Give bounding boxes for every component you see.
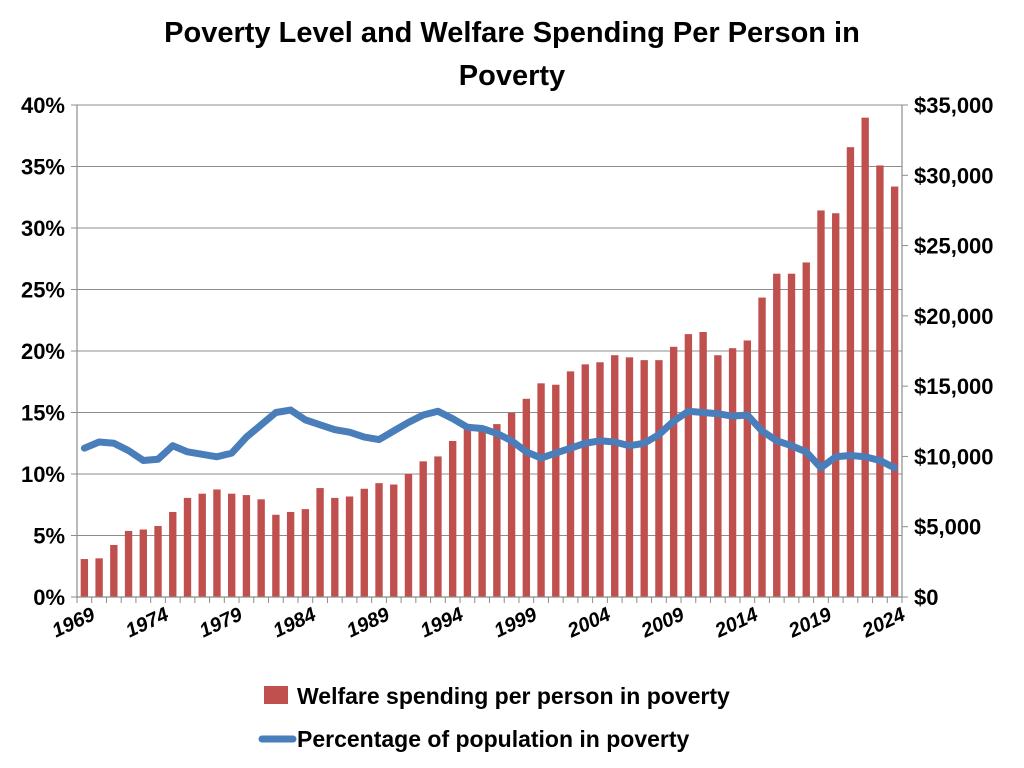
x-tick-label: 1989 [343, 603, 393, 642]
y-left-tick-label: 25% [21, 278, 65, 303]
bar-1974 [154, 526, 162, 597]
bar-2021 [846, 147, 855, 598]
x-tick-label: 2004 [564, 604, 615, 643]
bar-1996 [478, 428, 486, 597]
y-left-tick-label: 30% [21, 216, 65, 241]
bar-1988 [360, 488, 368, 597]
bar-1972 [124, 530, 133, 597]
y-axis-right-labels: $0 $5,000 $10,000 $15,000 $20,000 $25,000 $30,… [914, 93, 994, 610]
x-tick-label: 2009 [637, 603, 688, 643]
bar-1992 [419, 461, 427, 597]
y-right-tick-label: $15,000 [914, 374, 994, 399]
bar-2022 [861, 117, 869, 598]
x-axis-labels: 1969 1974 1979 1984 1989 1994 1999 2004 2009 2014… [49, 603, 909, 643]
bar-2006 [625, 357, 634, 597]
poverty-line [80, 406, 899, 472]
bar-2020 [832, 213, 840, 598]
y-right-tick-label: $30,000 [914, 163, 994, 188]
bar-1980 [242, 495, 251, 597]
x-tick-label: 1999 [491, 603, 541, 642]
x-tick-label: 2014 [711, 604, 762, 643]
legend: Welfare spending per person in poverty P… [258, 683, 730, 752]
bar-1986 [331, 497, 339, 597]
bar-2023 [876, 165, 884, 597]
y-left-tick-label: 40% [21, 93, 65, 118]
bar-1970 [95, 558, 103, 597]
bar-2016 [773, 273, 781, 597]
bar-1978 [213, 489, 221, 597]
bar-2007 [640, 360, 648, 597]
bar-2010 [684, 334, 693, 597]
bar-2011 [699, 332, 707, 597]
bar-1991 [404, 474, 413, 597]
bar-1995 [463, 428, 472, 597]
bar-1987 [345, 496, 354, 597]
bar-1994 [448, 440, 457, 597]
bar-1979 [228, 493, 236, 597]
x-tick-label: 1979 [196, 603, 246, 642]
chart-title-line-1: Poverty Level and Welfare Spending Per P… [164, 17, 860, 49]
bar-2024 [890, 186, 899, 597]
bar-1989 [375, 483, 383, 597]
y-right-tick-label: $5,000 [914, 515, 981, 540]
bar-2002 [566, 371, 575, 597]
bar-1982 [272, 514, 280, 597]
y-right-tick-label: $10,000 [914, 444, 994, 469]
bar-1977 [198, 493, 206, 597]
y-left-tick-label: 0% [33, 585, 65, 610]
bar-series [80, 117, 899, 598]
legend-label-poverty: Percentage of population in poverty [297, 726, 690, 752]
y-right-tick-label: $25,000 [914, 234, 994, 259]
x-tick-label: 1974 [123, 604, 173, 643]
bar-1993 [434, 456, 442, 597]
bar-1981 [257, 499, 265, 597]
bar-2009 [669, 346, 678, 597]
bar-2004 [596, 362, 604, 597]
line-series [80, 406, 899, 472]
bar-1990 [390, 484, 398, 597]
bar-1999 [522, 398, 531, 597]
y-left-tick-label: 15% [21, 401, 65, 426]
y-left-tick-label: 20% [21, 339, 65, 364]
x-tick-label: 2019 [785, 603, 836, 643]
gridlines [71, 104, 908, 598]
y-axis-left-labels: 0% 5% 10% 15% 20% 25% 30% 35% 40% [21, 93, 65, 610]
bar-2001 [552, 384, 560, 597]
legend-label-welfare: Welfare spending per person in poverty [297, 683, 730, 709]
bar-1976 [183, 497, 192, 597]
chart-title-line-2: Poverty [459, 60, 565, 92]
y-right-tick-label: $0 [914, 585, 938, 610]
bar-2013 [728, 348, 737, 597]
bar-1997 [493, 424, 501, 597]
y-left-tick-label: 35% [21, 155, 65, 180]
bar-1969 [80, 559, 89, 597]
bar-2014 [743, 340, 751, 597]
bar-2017 [787, 273, 796, 597]
x-tick-label: 2024 [858, 604, 909, 643]
bar-1973 [139, 529, 147, 597]
bar-1998 [507, 412, 516, 597]
y-right-tick-label: $20,000 [914, 304, 994, 329]
bar-1971 [110, 544, 118, 597]
bar-2000 [537, 383, 545, 597]
bar-2015 [758, 297, 766, 597]
bar-2018 [802, 262, 810, 597]
axes [76, 105, 903, 603]
y-left-tick-label: 10% [21, 462, 65, 487]
bar-2019 [817, 210, 825, 597]
bar-2003 [581, 364, 589, 597]
legend-swatch-welfare [264, 686, 288, 704]
y-left-tick-label: 5% [33, 524, 65, 549]
bar-2008 [655, 360, 663, 597]
bar-2005 [611, 355, 619, 597]
bar-1975 [169, 511, 177, 597]
bar-2012 [714, 355, 722, 597]
x-tick-label: 1994 [417, 604, 467, 643]
y-right-tick-label: $35,000 [914, 93, 994, 118]
x-tick-label: 1984 [270, 604, 320, 643]
bar-1985 [316, 488, 324, 597]
bar-1984 [301, 509, 310, 597]
bar-1983 [286, 511, 295, 597]
